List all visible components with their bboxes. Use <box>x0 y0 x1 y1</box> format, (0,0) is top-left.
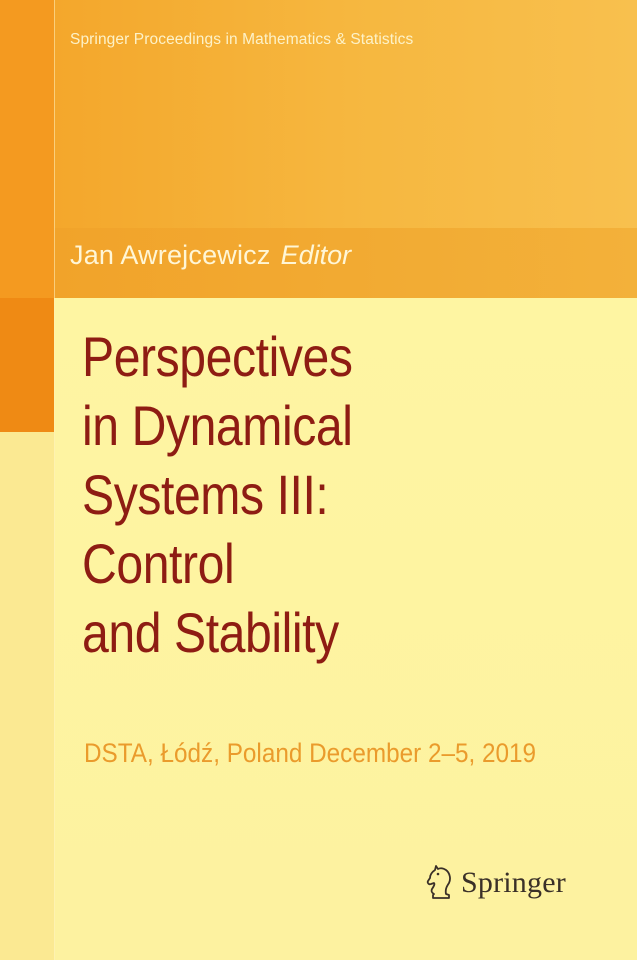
left-accent-block <box>0 298 54 432</box>
editor-line: Jan Awrejcewicz Editor <box>70 240 351 271</box>
title-line: Systems III: <box>82 463 329 526</box>
main-panel <box>55 298 637 960</box>
book-title: Perspectives in Dynamical Systems III: C… <box>82 322 546 667</box>
header-band <box>0 0 637 298</box>
editor-role: Editor <box>280 240 352 270</box>
left-column <box>0 432 54 960</box>
title-line: in Dynamical <box>82 394 353 457</box>
book-subtitle: DSTA, Łódź, Poland December 2–5, 2019 <box>84 738 537 768</box>
title-line: Control <box>82 532 235 595</box>
header-lower-shade <box>54 228 637 298</box>
publisher-name: Springer <box>461 866 566 899</box>
title-line: and Stability <box>82 601 339 664</box>
series-name: Springer Proceedings in Mathematics & St… <box>70 31 414 48</box>
springer-knight-icon <box>426 865 451 899</box>
header-left-stripe <box>0 0 54 298</box>
editor-name: Jan Awrejcewicz <box>70 240 271 270</box>
title-line: Perspectives <box>82 325 353 388</box>
vertical-divider <box>54 0 55 960</box>
publisher-mark: Springer <box>423 864 566 902</box>
